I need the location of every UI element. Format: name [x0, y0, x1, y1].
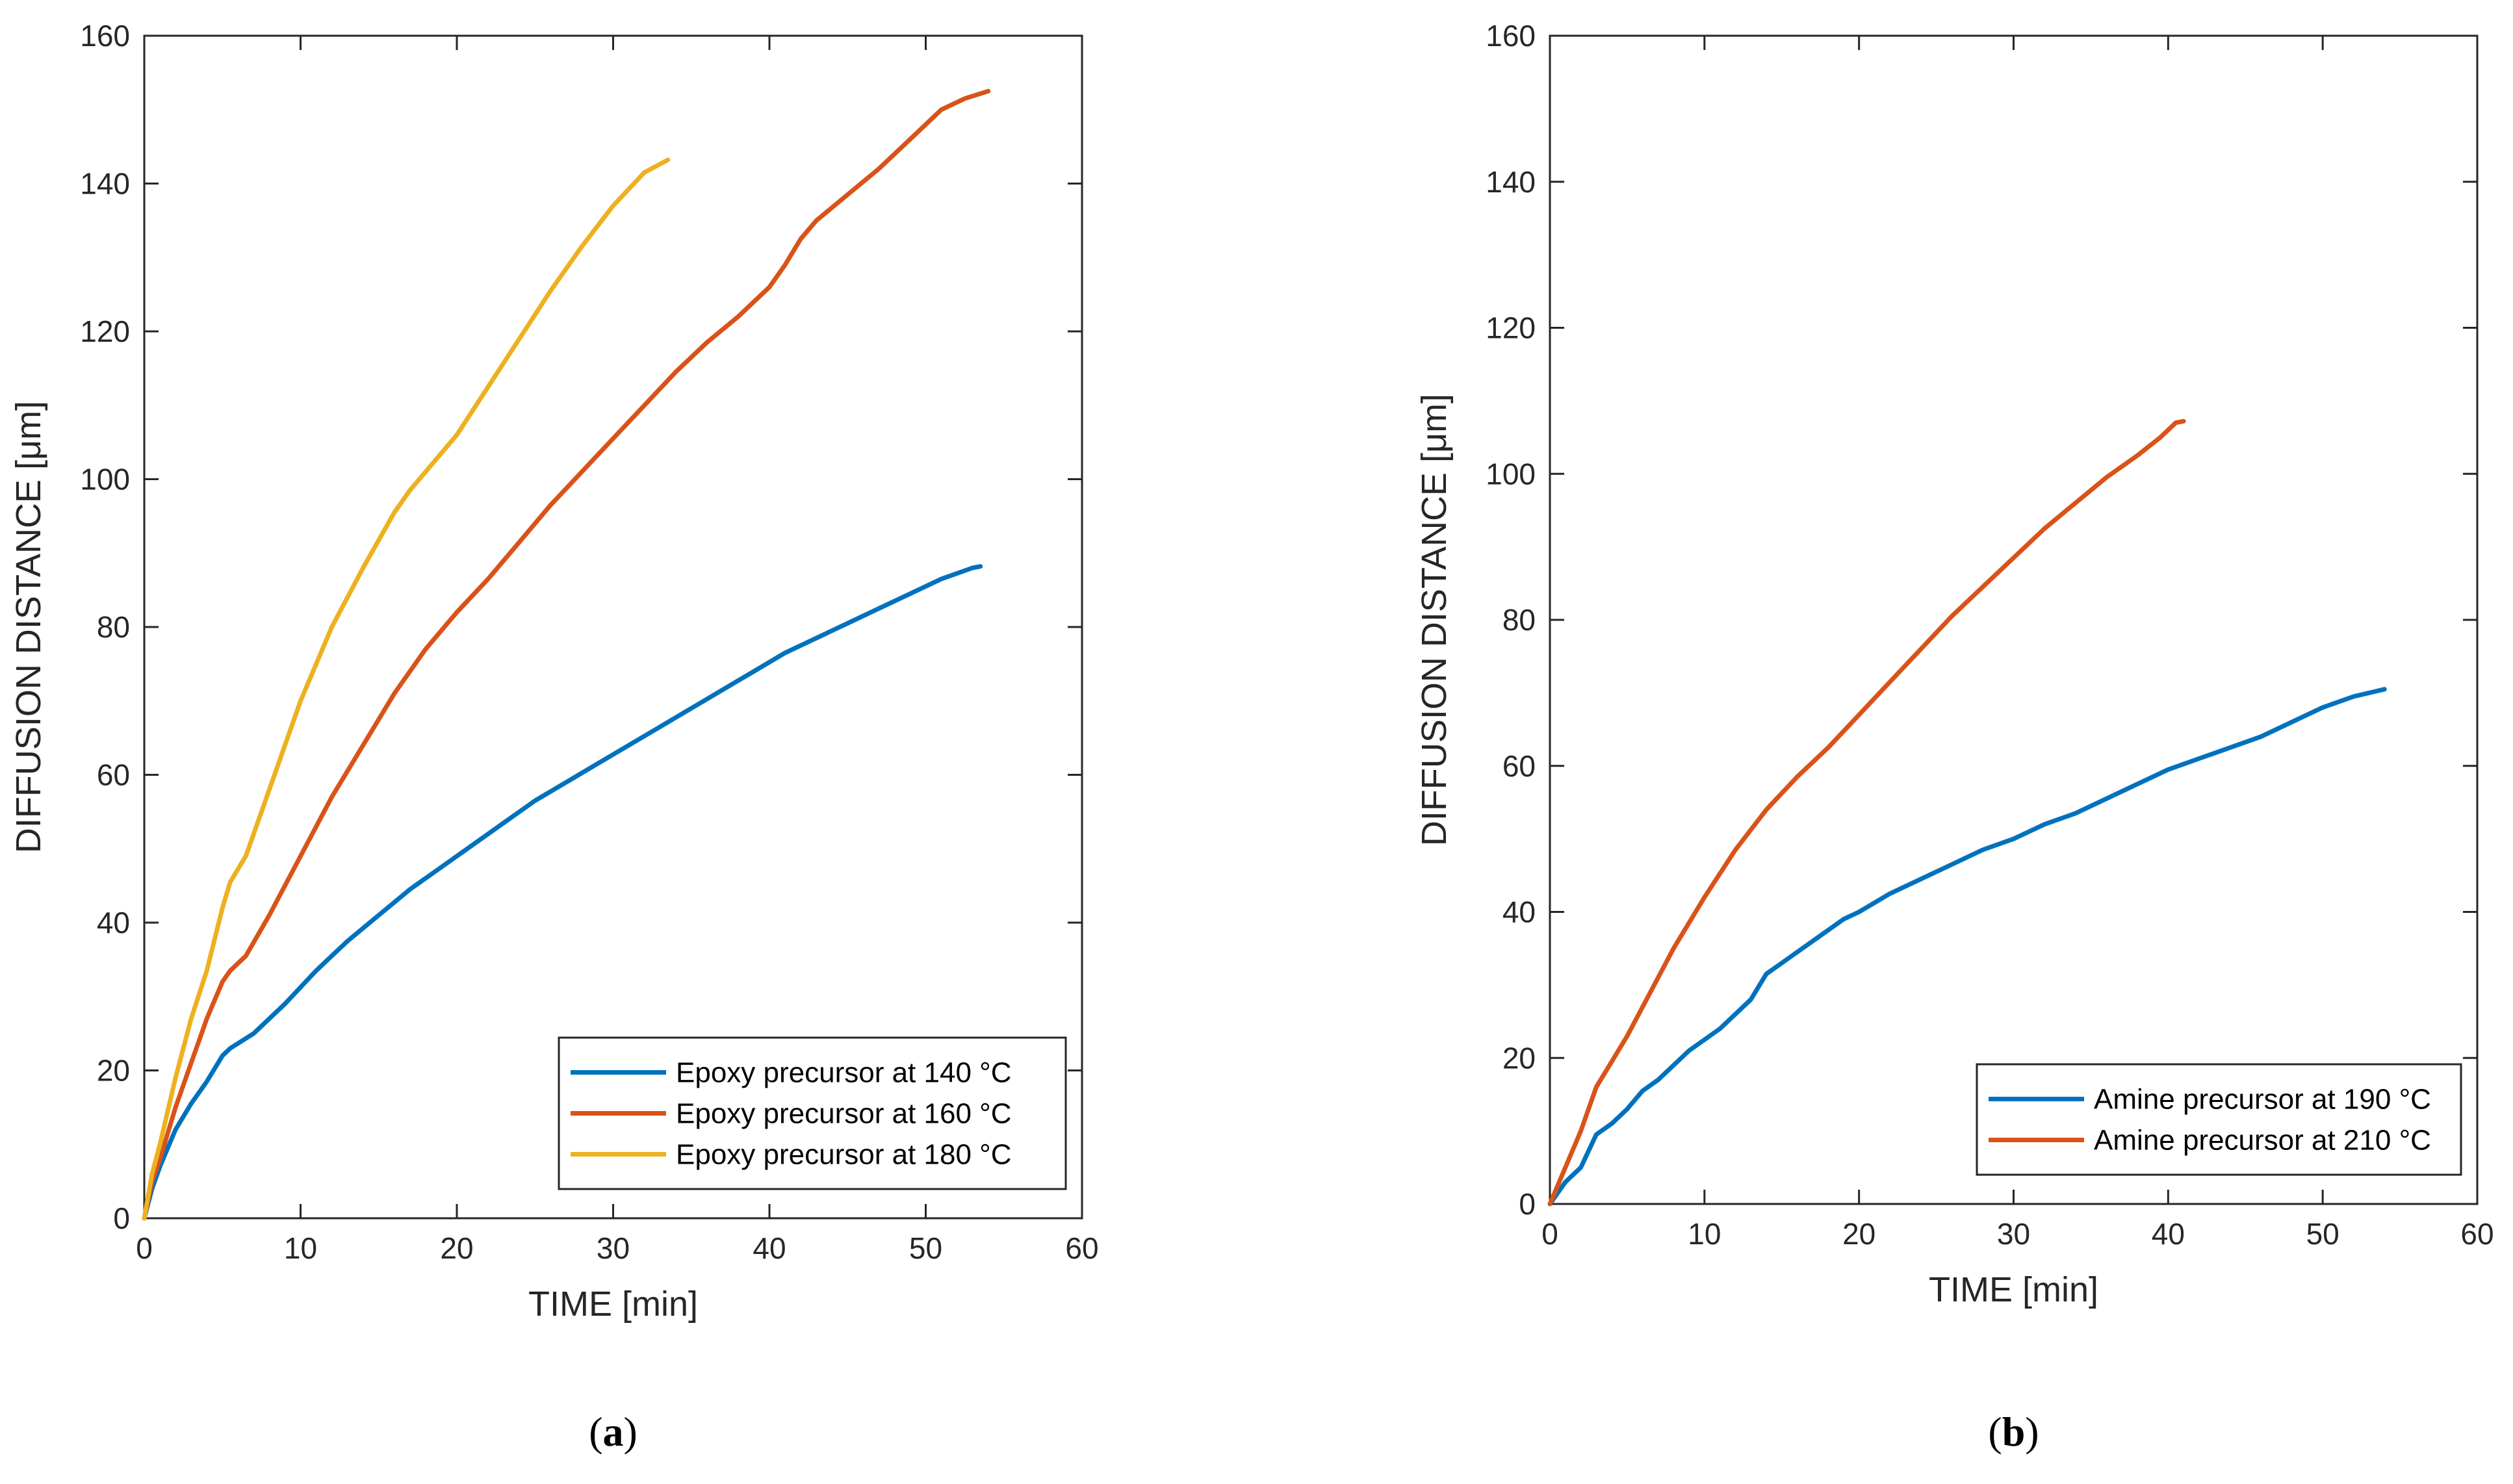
series-line-3	[142, 157, 671, 1221]
y-tick-label: 140	[80, 167, 130, 201]
x-tick-label: 50	[2306, 1217, 2339, 1251]
x-axis-label: TIME [min]	[1929, 1270, 2098, 1309]
series-line-1	[142, 564, 983, 1221]
y-tick-label: 120	[80, 314, 130, 348]
y-tick-label: 100	[80, 463, 130, 496]
y-tick-label: 20	[97, 1054, 130, 1088]
series-line-2	[142, 88, 991, 1221]
panel-label-open: (	[1988, 1409, 2002, 1455]
legend-box	[1976, 1063, 2462, 1176]
x-tick-label: 20	[1842, 1217, 1875, 1251]
y-tick-label: 100	[1486, 457, 1536, 491]
legend: Epoxy precursor at 140 °C Epoxy precursor…	[558, 1036, 1067, 1190]
y-axis-label: DIFFUSION DISTANCE [μm]	[9, 401, 48, 853]
panel-label-close: )	[2025, 1409, 2039, 1455]
x-tick-label: 0	[1541, 1217, 1558, 1251]
y-tick-label: 40	[1502, 895, 1536, 929]
chart-panel-a: 0 10 20 30 40 50 60 0 20 40 60 80 100 120 140 160 TIME […	[9, 19, 1099, 1455]
panel-label-letter: b	[2002, 1409, 2026, 1455]
y-tick-label: 60	[1502, 749, 1536, 783]
x-tick-label: 0	[136, 1231, 153, 1265]
x-axis-label: TIME [min]	[528, 1285, 698, 1324]
y-tick-label: 20	[1502, 1041, 1536, 1075]
panel-label: (a)	[589, 1409, 638, 1455]
legend-entry-2: Amine precursor at 210 °C	[2094, 1125, 2431, 1157]
y-tick-label: 140	[1486, 165, 1536, 199]
x-tick-label: 40	[753, 1231, 786, 1265]
x-tick-label: 30	[1997, 1217, 2030, 1251]
panel-label-close: )	[624, 1409, 638, 1455]
x-tick-label: 30	[597, 1231, 630, 1265]
y-tick-label: 0	[1519, 1187, 1536, 1221]
x-tick-label: 20	[440, 1231, 473, 1265]
legend: Amine precursor at 190 °C Amine precursor…	[1976, 1063, 2462, 1176]
y-axis-label: DIFFUSION DISTANCE [μm]	[1415, 394, 1454, 846]
y-tick-label: 120	[1486, 311, 1536, 345]
panel-label-open: (	[589, 1409, 602, 1455]
y-tick-label: 80	[1502, 603, 1536, 637]
y-tick-label: 160	[1486, 19, 1536, 53]
legend-entry-1: Epoxy precursor at 140 °C	[676, 1057, 1012, 1089]
panel-label-letter: a	[603, 1409, 624, 1455]
x-tick-label: 10	[1688, 1217, 1721, 1251]
panel-label: (b)	[1988, 1409, 2039, 1455]
y-tick-label: 40	[97, 906, 130, 940]
x-tick-label: 40	[2152, 1217, 2185, 1251]
y-tick-label: 0	[113, 1201, 130, 1235]
x-tick-label: 10	[284, 1231, 317, 1265]
chart-panel-b: 0 10 20 30 40 50 60 0 20 40 60 80 100 120 140 160 TIME […	[1415, 19, 2494, 1455]
legend-entry-3: Epoxy precursor at 180 °C	[676, 1139, 1012, 1171]
x-tick-label: 50	[909, 1231, 942, 1265]
y-tick-label: 160	[80, 19, 130, 53]
series-line-2	[1547, 418, 2186, 1207]
x-tick-label: 60	[2460, 1217, 2494, 1251]
legend-entry-1: Amine precursor at 190 °C	[2094, 1084, 2431, 1116]
legend-entry-2: Epoxy precursor at 160 °C	[676, 1098, 1012, 1130]
x-tick-label: 60	[1065, 1231, 1098, 1265]
y-tick-label: 60	[97, 758, 130, 792]
series-line-1	[1547, 687, 2387, 1207]
y-tick-label: 80	[97, 610, 130, 644]
